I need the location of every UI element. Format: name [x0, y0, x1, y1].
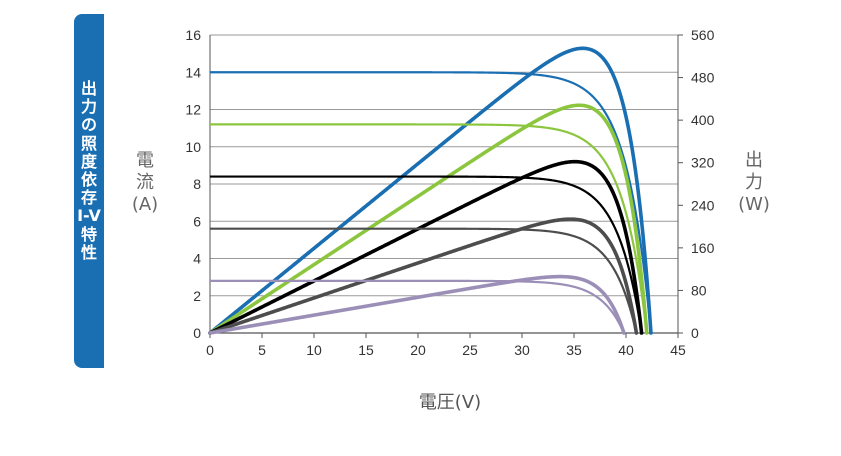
x-tick-3: 15 [358, 342, 374, 358]
x-tick-6: 30 [514, 342, 530, 358]
x-tick-4: 20 [410, 342, 426, 358]
right-axis-char-2: (W) [738, 194, 770, 215]
title-sidebar: 出力の照度依存 I-V 特性 [74, 14, 104, 368]
y-right-tick-1: 80 [691, 282, 707, 298]
iv-curve-4 [209, 279, 625, 334]
sidebar-char-5: 依 [80, 170, 97, 190]
right-axis-label: 出力 (W) [734, 150, 774, 216]
iv-curve-0 [209, 71, 653, 334]
right-axis-char-1: 力 [745, 172, 763, 193]
sidebar-char-7: I-V [77, 206, 101, 226]
x-tick-7: 35 [566, 342, 582, 358]
y-left-tick-1: 2 [193, 288, 201, 304]
x-tick-1: 5 [258, 342, 266, 358]
x-tick-0: 0 [206, 342, 214, 358]
pv-curve-0 [208, 46, 653, 335]
sidebar-char-6: 存 [80, 188, 97, 208]
left-axis-char-2: (A) [131, 194, 159, 215]
y-right-tick-7: 560 [691, 27, 715, 43]
x-tick-2: 10 [306, 342, 322, 358]
sidebar-char-3: 照 [80, 133, 97, 153]
sidebar-char-9: 性 [80, 242, 97, 262]
y-left-tick-3: 6 [193, 213, 201, 229]
y-left-tick-8: 16 [185, 27, 201, 43]
x-tick-5: 25 [462, 342, 478, 358]
y-right-tick-6: 480 [691, 70, 715, 86]
y-right-tick-0: 0 [691, 325, 699, 341]
x-axis-label: 電圧(V) [418, 392, 482, 413]
sidebar-char-2: の [80, 115, 97, 135]
sidebar-char-8: 特 [80, 224, 97, 244]
y-left-tick-0: 0 [193, 325, 201, 341]
pv-curve-3 [208, 217, 639, 335]
left-axis-char-0: 電 [136, 150, 154, 171]
y-right-tick-2: 160 [691, 240, 715, 256]
iv-curve-2 [209, 175, 643, 334]
y-left-tick-2: 4 [193, 251, 201, 267]
x-tick-8: 40 [618, 342, 634, 358]
x-tick-9: 45 [670, 342, 686, 358]
sidebar-char-0: 出 [80, 79, 97, 98]
left-axis-label: 電流 (A) [126, 150, 164, 216]
y-left-tick-7: 14 [185, 64, 201, 80]
iv-curve-3 [209, 227, 638, 334]
iv-curve-1 [209, 123, 648, 334]
y-right-tick-4: 320 [691, 155, 715, 171]
left-axis-char-1: 流 [136, 172, 154, 193]
y-left-tick-5: 10 [185, 139, 201, 155]
sidebar-char-4: 度 [80, 151, 97, 171]
right-axis-char-0: 出 [745, 150, 763, 171]
pv-curve-2 [208, 159, 644, 335]
pv-curve-4 [208, 274, 626, 335]
y-left-tick-4: 8 [193, 176, 201, 192]
pv-curve-1 [208, 103, 649, 335]
sidebar-char-1: 力 [80, 97, 97, 117]
y-right-tick-3: 240 [691, 197, 715, 213]
y-left-tick-6: 12 [185, 102, 201, 118]
sidebar-title: 出力の照度依存 I-V 特性 [74, 79, 104, 262]
y-right-tick-5: 400 [691, 112, 715, 128]
